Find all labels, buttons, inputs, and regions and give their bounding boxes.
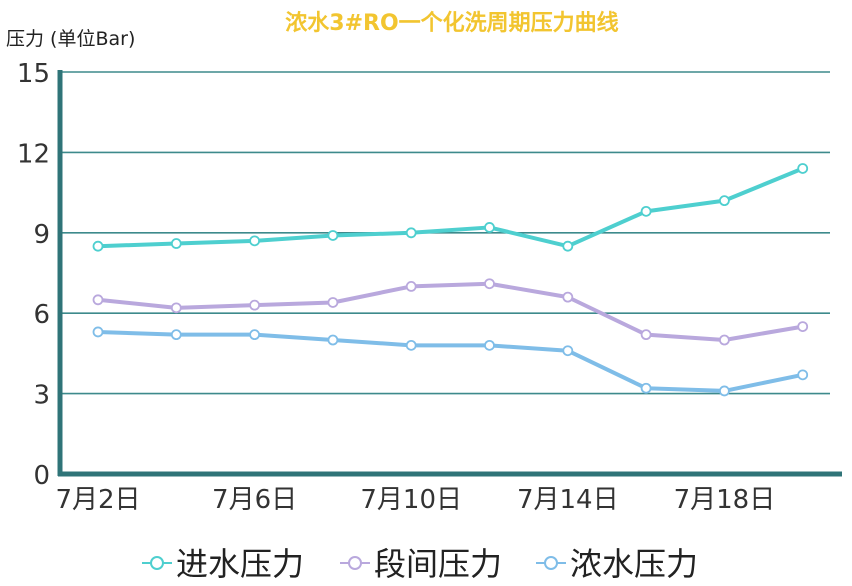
y-tick-label: 15 [17, 59, 50, 89]
series-2 [92, 278, 809, 346]
data-point [640, 329, 652, 341]
data-point [797, 163, 809, 174]
data-point [797, 321, 809, 333]
series-group [92, 163, 809, 397]
data-point [640, 382, 652, 394]
legend-label: 段间压力 [374, 545, 502, 583]
data-point [797, 369, 809, 381]
data-point [640, 205, 652, 217]
x-tick-label: 7月2日 [55, 485, 140, 515]
data-point [92, 294, 104, 306]
y-axis-ticks: 0 3 6 9 12 15 [17, 59, 50, 491]
x-tick-label: 7月10日 [360, 485, 462, 515]
y-tick-label: 3 [33, 381, 50, 411]
y-axis-label: 压力 (单位Bar) [6, 28, 135, 50]
series-line [97, 166, 804, 249]
legend: 进水压力 段间压力 浓水压力 [142, 545, 698, 583]
data-point [327, 230, 339, 241]
data-point [484, 339, 495, 351]
series-line [97, 281, 804, 342]
series-1 [92, 163, 809, 252]
data-point [170, 238, 182, 249]
data-point [405, 227, 417, 239]
grid-lines [60, 71, 830, 395]
series-3 [92, 326, 809, 397]
data-point [562, 240, 574, 252]
series-line [97, 329, 804, 393]
data-point [170, 302, 182, 314]
legend-marker-icon [348, 556, 362, 570]
legend-marker-icon [544, 556, 558, 570]
legend-item[interactable]: 段间压力 [340, 545, 502, 583]
data-point [92, 326, 104, 338]
axes [57, 70, 842, 477]
legend-item[interactable]: 浓水压力 [536, 545, 698, 583]
y-tick-label: 9 [33, 220, 50, 250]
data-point [327, 334, 339, 346]
y-tick-label: 6 [33, 300, 50, 330]
data-point [719, 385, 730, 397]
x-tick-label: 7月18日 [674, 485, 776, 515]
data-point [719, 334, 730, 346]
data-point [327, 297, 339, 308]
legend-label: 浓水压力 [570, 545, 698, 583]
y-tick-label: 12 [17, 139, 50, 169]
data-point [484, 222, 495, 233]
chart-title: 浓水3#RO一个化洗周期压力曲线 [285, 10, 618, 36]
data-point [249, 299, 261, 311]
x-tick-label: 7月6日 [212, 485, 297, 515]
legend-item[interactable]: 进水压力 [142, 545, 304, 583]
y-tick-label: 0 [33, 461, 50, 491]
data-point [405, 280, 417, 292]
data-point [249, 235, 261, 247]
legend-label: 进水压力 [176, 545, 304, 583]
x-axis-ticks: 7月2日 7月6日 7月10日 7月14日 7月18日 [55, 485, 775, 515]
legend-marker-icon [150, 556, 164, 570]
data-point [719, 195, 730, 207]
data-point [249, 329, 261, 341]
data-point [170, 329, 182, 341]
x-tick-label: 7月14日 [517, 485, 619, 515]
data-point [405, 339, 417, 351]
data-point [562, 345, 574, 357]
data-point [92, 240, 104, 252]
data-point [562, 291, 574, 303]
data-point [484, 278, 495, 290]
